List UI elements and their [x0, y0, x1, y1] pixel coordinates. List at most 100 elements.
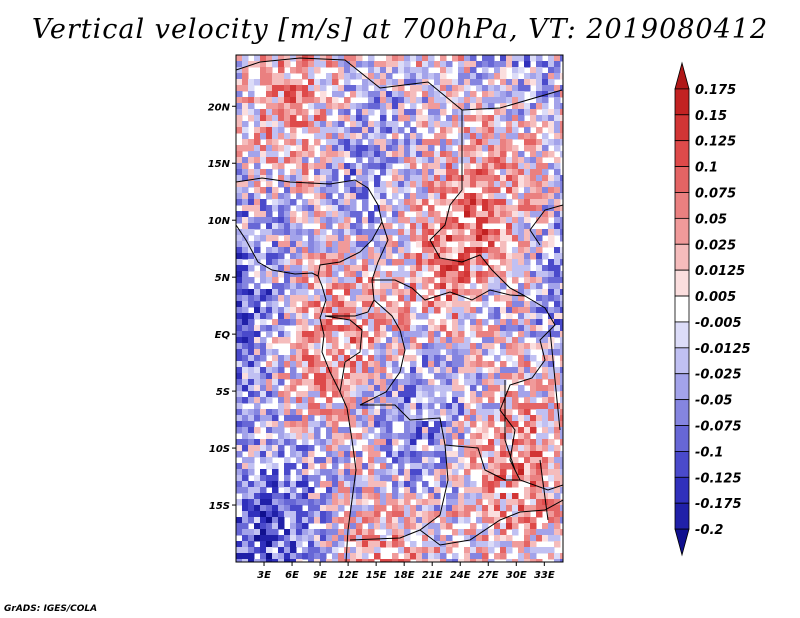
field-cell [266, 91, 273, 98]
field-cell [548, 529, 555, 536]
field-cell [392, 337, 399, 344]
field-cell [488, 199, 495, 206]
field-cell [308, 319, 315, 326]
field-cell [320, 133, 327, 140]
field-cell [260, 109, 267, 116]
field-cell [560, 277, 563, 284]
field-cell [326, 499, 333, 506]
field-cell [242, 85, 249, 92]
field-cell [356, 61, 363, 68]
field-cell [380, 289, 387, 296]
field-cell [398, 115, 405, 122]
field-cell [452, 223, 459, 230]
field-cell [428, 241, 435, 248]
border-angola-zambia [349, 444, 449, 541]
field-cell [338, 109, 345, 116]
field-cell [296, 163, 303, 170]
field-cell [290, 67, 297, 74]
field-cell [368, 451, 375, 458]
field-cell [464, 289, 471, 296]
field-cell [548, 229, 555, 236]
field-cell [314, 535, 321, 542]
field-cell [560, 397, 563, 404]
field-cell [494, 553, 501, 560]
field-cell [542, 403, 549, 410]
field-cell [524, 451, 531, 458]
field-cell [326, 511, 333, 518]
field-cell [350, 55, 357, 62]
field-cell [356, 103, 363, 110]
field-cell [362, 535, 369, 542]
field-cell [446, 67, 453, 74]
field-cell [476, 79, 483, 86]
field-cell [374, 259, 381, 266]
field-cell [314, 421, 321, 428]
lat-tick-label: 5S [216, 387, 230, 398]
field-cell [536, 511, 543, 518]
field-cell [284, 97, 291, 104]
field-cell [350, 271, 357, 278]
field-cell [344, 55, 351, 62]
field-cell [368, 175, 375, 182]
field-cell [488, 175, 495, 182]
field-cell [524, 223, 531, 230]
field-cell [518, 157, 525, 164]
field-cell [422, 445, 429, 452]
field-cell [410, 427, 417, 434]
field-cell [314, 199, 321, 206]
field-cell [362, 235, 369, 242]
field-cell [494, 481, 501, 488]
field-cell [308, 505, 315, 512]
field-cell [368, 445, 375, 452]
field-cell [410, 163, 417, 170]
field-cell [494, 253, 501, 260]
field-cell [536, 505, 543, 512]
field-cell [446, 433, 453, 440]
field-cell [494, 355, 501, 362]
field-cell [272, 355, 279, 362]
field-cell [314, 319, 321, 326]
field-cell [272, 535, 279, 542]
field-cell [248, 157, 255, 164]
field-cell [404, 457, 411, 464]
field-cell [302, 187, 309, 194]
field-cell [290, 139, 297, 146]
field-cell [302, 229, 309, 236]
field-cell [332, 355, 339, 362]
field-cell [530, 241, 537, 248]
field-cell [440, 283, 447, 290]
field-cell [536, 145, 543, 152]
field-cell [356, 331, 363, 338]
field-cell [314, 193, 321, 200]
field-cell [422, 301, 429, 308]
field-cell [314, 427, 321, 434]
field-cell [248, 457, 255, 464]
field-cell [374, 61, 381, 68]
field-cell [458, 133, 465, 140]
field-cell [536, 445, 543, 452]
field-cell [482, 175, 489, 182]
field-cell [260, 523, 267, 530]
field-cell [302, 247, 309, 254]
field-cell [470, 499, 477, 506]
field-cell [350, 331, 357, 338]
field-cell [386, 103, 393, 110]
field-cell [302, 163, 309, 170]
field-cell [410, 553, 417, 560]
field-cell [314, 391, 321, 398]
field-cell [374, 235, 381, 242]
field-cell [398, 367, 405, 374]
field-cell [440, 547, 447, 554]
field-cell [386, 541, 393, 548]
field-cell [398, 559, 405, 562]
field-cell [314, 217, 321, 224]
field-cell [260, 217, 267, 224]
field-cell [404, 91, 411, 98]
field-cell [332, 481, 339, 488]
field-cell [464, 499, 471, 506]
field-cell [440, 457, 447, 464]
field-cell [290, 241, 297, 248]
field-cell [296, 499, 303, 506]
colorbar-label: -0.2 [695, 523, 723, 538]
field-cell [344, 445, 351, 452]
